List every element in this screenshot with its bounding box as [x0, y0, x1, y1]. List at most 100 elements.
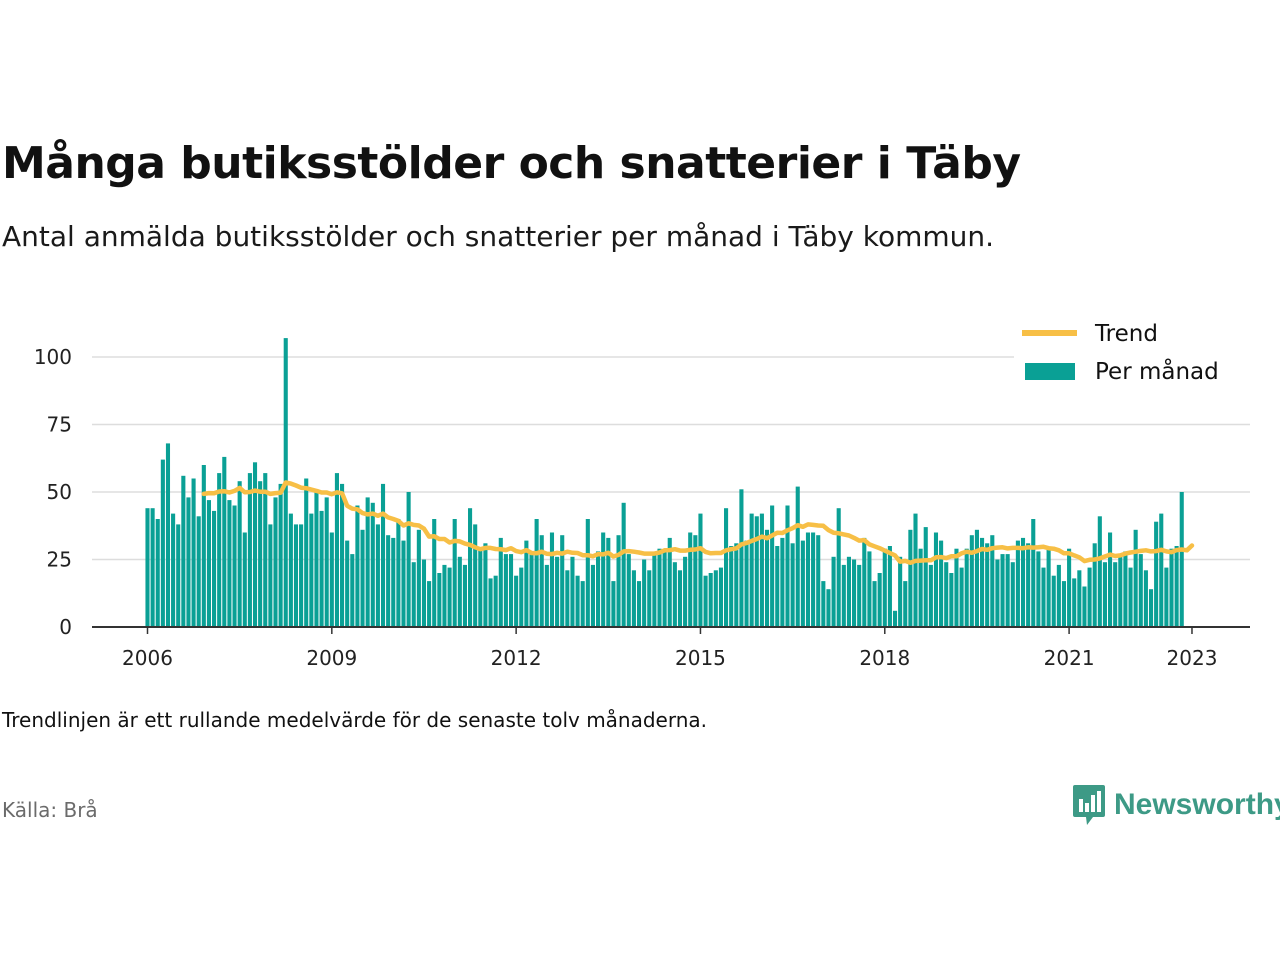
bar [242, 532, 247, 627]
legend-bar-label: Per månad [1095, 357, 1219, 385]
bar [903, 581, 908, 627]
bar [852, 559, 857, 627]
bar [437, 573, 442, 627]
bar [575, 575, 580, 627]
bar [831, 556, 836, 627]
bar [805, 532, 811, 627]
bar [227, 500, 232, 627]
bar [503, 554, 508, 627]
bar [171, 513, 176, 627]
bar [1179, 492, 1184, 627]
bar [985, 543, 990, 627]
bar [176, 524, 181, 627]
bar [514, 575, 519, 627]
bar [560, 535, 565, 627]
bar [345, 540, 350, 627]
bar [739, 489, 744, 627]
bar [319, 510, 324, 627]
bar [836, 508, 841, 627]
bar [396, 519, 401, 627]
bar [329, 532, 334, 627]
bar [1097, 516, 1102, 627]
bar [698, 513, 703, 627]
bar [1087, 567, 1092, 627]
x-tick-label: 2023 [1167, 646, 1218, 670]
y-tick-label: 25 [47, 548, 72, 572]
bar [1113, 562, 1118, 627]
bar [391, 537, 396, 627]
legend-trend-label: Trend [1094, 321, 1158, 347]
bar [421, 559, 427, 627]
bar [1026, 543, 1031, 627]
bar [411, 562, 416, 627]
bar [1092, 543, 1097, 627]
bar [416, 529, 421, 627]
bar [872, 581, 877, 627]
x-tick-label: 2015 [675, 646, 726, 670]
bar [1102, 562, 1107, 627]
footnote: Trendlinjen är ett rullande medelvärde f… [2, 708, 708, 732]
bar [1056, 564, 1061, 627]
bar [621, 502, 626, 627]
bar [744, 540, 749, 627]
bar [212, 510, 217, 627]
bar [877, 573, 882, 627]
bar [601, 532, 606, 627]
bar [278, 483, 283, 627]
x-tick-label: 2012 [491, 646, 542, 670]
bar [933, 532, 939, 627]
bar [729, 546, 734, 627]
x-tick-label: 2006 [122, 646, 173, 670]
bar [918, 548, 923, 627]
bar [887, 546, 892, 627]
bar [862, 537, 867, 627]
source-label: Källa: Brå [2, 798, 98, 822]
bar [596, 551, 601, 627]
bar [990, 535, 995, 627]
bar [165, 443, 171, 627]
bar [427, 581, 432, 627]
bar [980, 537, 985, 627]
bar [549, 532, 555, 627]
bar [401, 540, 406, 627]
bar [1005, 554, 1010, 627]
bar [616, 535, 621, 627]
bar [1010, 562, 1015, 627]
bar [908, 529, 913, 627]
bar [340, 483, 345, 627]
bar [314, 489, 319, 627]
bar [1077, 570, 1082, 627]
bar [350, 554, 355, 627]
bar [360, 529, 365, 627]
y-tick-label: 50 [47, 480, 72, 504]
bar [944, 562, 949, 627]
bar [160, 459, 165, 627]
bar [959, 567, 964, 627]
bar [288, 513, 293, 627]
bar [432, 519, 437, 627]
legend: Trend Per månad [1014, 320, 1250, 406]
bar [724, 508, 729, 627]
bar [974, 529, 979, 627]
bar [775, 546, 780, 627]
chart-title: Många butiksstölder och snatterier i Täb… [2, 138, 1021, 189]
y-tick-label: 0 [59, 615, 72, 639]
bar [764, 529, 770, 627]
bar [867, 551, 872, 627]
bar [508, 554, 514, 627]
bar [201, 465, 206, 627]
bar [1154, 521, 1159, 627]
bar [1067, 548, 1072, 627]
bar [683, 556, 688, 627]
bar [749, 513, 754, 627]
bar [770, 505, 775, 627]
bar [519, 567, 524, 627]
bar [334, 473, 339, 627]
bar [309, 513, 314, 627]
x-tick-label: 2009 [306, 646, 357, 670]
trend-line-group [201, 480, 1195, 565]
bar [882, 548, 887, 627]
bar [529, 554, 534, 627]
bar [995, 559, 1000, 627]
bar [718, 567, 723, 627]
